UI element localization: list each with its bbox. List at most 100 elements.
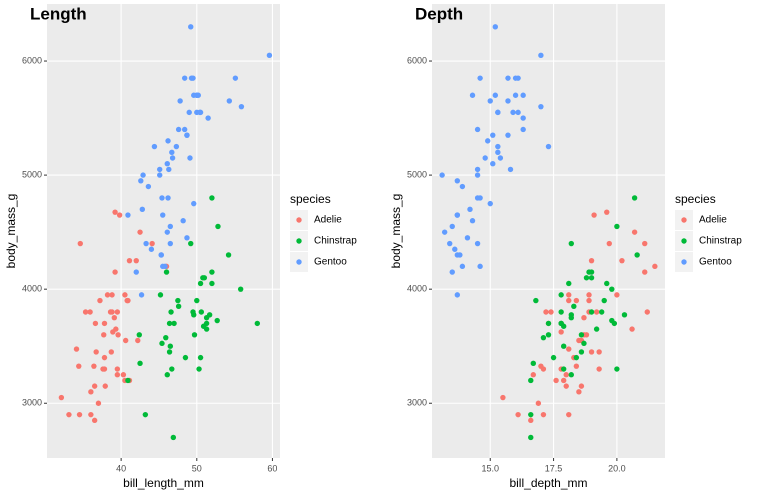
point (139, 206, 146, 213)
point (545, 332, 552, 338)
point (474, 240, 481, 247)
point (171, 320, 177, 327)
point (133, 257, 139, 264)
point (545, 143, 552, 150)
point (122, 292, 128, 298)
point (485, 138, 491, 144)
point (101, 354, 108, 361)
panel: 3000 4000 5000 6000 15.0 17.5 20.0 Depth bill_de… (389, 4, 742, 490)
point (533, 297, 539, 304)
point (92, 320, 99, 327)
point (87, 309, 93, 315)
point (507, 166, 514, 173)
point (441, 229, 448, 235)
point (76, 363, 82, 369)
point (191, 312, 197, 318)
point (571, 303, 577, 309)
point (512, 75, 519, 81)
point (226, 98, 233, 104)
point (182, 354, 189, 361)
point (528, 411, 534, 418)
point (593, 326, 600, 332)
point (166, 349, 173, 355)
point (191, 200, 197, 207)
point (115, 332, 121, 338)
point (563, 372, 569, 378)
point (528, 377, 534, 384)
point (197, 109, 203, 116)
point (145, 183, 152, 190)
point (487, 98, 493, 104)
point (177, 98, 183, 104)
chart-title: Depth (415, 4, 463, 23)
point (93, 349, 99, 355)
point (553, 377, 559, 384)
point (136, 332, 142, 338)
point (614, 292, 620, 298)
point (108, 349, 115, 355)
legend-title: species (675, 192, 716, 206)
point (143, 240, 149, 247)
point (583, 275, 590, 281)
x-axis-title: bill_length_mm (123, 476, 204, 490)
point (573, 354, 580, 361)
y-tick-label: 3000 (22, 398, 42, 408)
point (238, 103, 245, 110)
point (538, 103, 544, 110)
point (190, 75, 196, 81)
point (88, 389, 94, 395)
point (447, 240, 453, 247)
point (474, 126, 481, 133)
point (586, 292, 592, 298)
point (566, 411, 572, 418)
point (520, 126, 526, 133)
point (642, 269, 648, 275)
point (165, 138, 171, 144)
point (125, 212, 131, 218)
point (126, 257, 133, 264)
point (500, 394, 506, 401)
x-tick-label: 17.5 (545, 463, 563, 473)
point (166, 166, 172, 173)
y-tick-label: 5000 (407, 169, 427, 179)
point (566, 292, 572, 298)
point (77, 240, 83, 247)
point (151, 143, 158, 150)
point (642, 240, 648, 247)
point (160, 263, 166, 270)
point (58, 394, 65, 401)
point (191, 332, 198, 338)
point (175, 126, 182, 133)
point (138, 178, 144, 184)
x-tick-label: 20.0 (608, 463, 626, 473)
point (158, 252, 164, 258)
point (568, 240, 574, 247)
point (173, 143, 180, 150)
point (588, 257, 595, 264)
legend-label: Gentoo (699, 257, 732, 268)
point (215, 223, 221, 230)
point (530, 360, 537, 367)
point (101, 332, 107, 338)
point (588, 309, 595, 315)
point (66, 411, 72, 418)
point (114, 372, 121, 378)
point (566, 280, 572, 287)
point (560, 323, 567, 329)
point (167, 343, 174, 349)
y-tick-label: 4000 (22, 284, 42, 294)
point (104, 292, 111, 298)
point (160, 212, 166, 218)
point (548, 309, 554, 315)
point (200, 323, 207, 329)
point (137, 360, 143, 367)
point (566, 346, 572, 352)
point (188, 24, 194, 30)
x-tick-label: 60 (267, 463, 277, 473)
point (124, 297, 130, 304)
point (91, 417, 98, 424)
point (91, 383, 98, 389)
point (515, 109, 521, 116)
x-tick-label: 50 (192, 463, 202, 473)
